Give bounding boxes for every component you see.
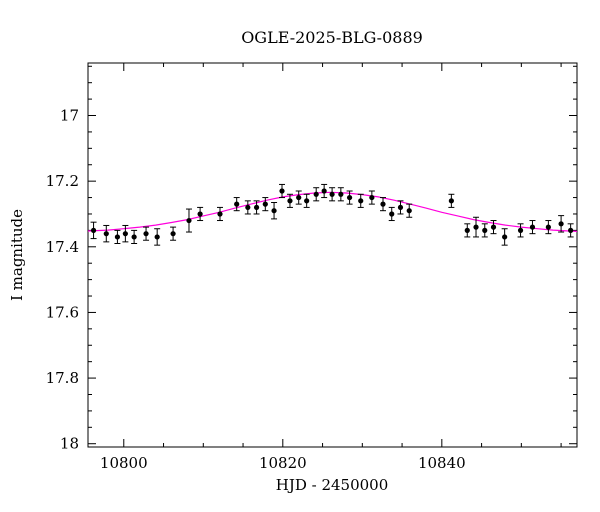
data-point — [380, 201, 386, 207]
x-tick-label: 10820 — [259, 454, 307, 472]
data-point — [464, 227, 470, 233]
data-point — [245, 204, 251, 211]
y-tick-label: 17 — [60, 107, 79, 125]
y-tick-label: 17.4 — [46, 238, 79, 256]
data-point — [253, 204, 260, 211]
data-point — [296, 194, 302, 201]
data-point — [271, 208, 277, 214]
y-axis-label: I magnitude — [8, 209, 26, 301]
data-point — [529, 224, 536, 230]
chart-title: OGLE-2025-BLG-0889 — [241, 28, 423, 47]
data-point — [502, 234, 508, 240]
data-point — [448, 198, 454, 204]
x-tick-label: 10800 — [100, 454, 148, 472]
data-point — [217, 211, 223, 217]
y-tick-label: 17.6 — [46, 303, 79, 321]
data-point — [389, 211, 395, 217]
data-point — [103, 231, 109, 237]
data-point — [397, 204, 404, 211]
data-point — [114, 234, 121, 240]
data-point — [197, 211, 203, 217]
x-tick-label: 10840 — [418, 454, 466, 472]
data-point — [262, 201, 268, 207]
x-axis-label: HJD - 2450000 — [276, 476, 389, 494]
data-point — [143, 231, 149, 237]
data-point — [154, 234, 160, 240]
data-point — [568, 227, 574, 233]
data-point — [369, 194, 375, 201]
data-point — [358, 198, 364, 204]
data-point — [406, 208, 412, 214]
data-point — [329, 191, 335, 197]
y-tick-label: 17.2 — [46, 172, 79, 190]
plot-frame — [87, 62, 578, 448]
data-point — [338, 191, 344, 197]
data-point — [122, 231, 128, 237]
data-point — [279, 188, 285, 194]
model-curve — [87, 191, 578, 232]
data-point — [473, 224, 479, 230]
y-tick-label: 18 — [60, 435, 79, 453]
data-point — [234, 201, 240, 207]
data-point — [170, 231, 176, 237]
data-point — [186, 217, 192, 224]
data-point — [304, 198, 310, 204]
data-point — [558, 221, 564, 227]
data-point — [545, 224, 551, 230]
data-point — [287, 198, 293, 204]
data-point — [313, 191, 319, 197]
data-point — [482, 227, 488, 233]
data-point — [346, 194, 353, 201]
data-point — [517, 227, 524, 233]
data-point — [321, 188, 327, 194]
y-tick-label: 17.8 — [46, 369, 79, 387]
data-point — [490, 224, 497, 230]
data-point — [90, 227, 97, 233]
data-point — [131, 234, 137, 240]
